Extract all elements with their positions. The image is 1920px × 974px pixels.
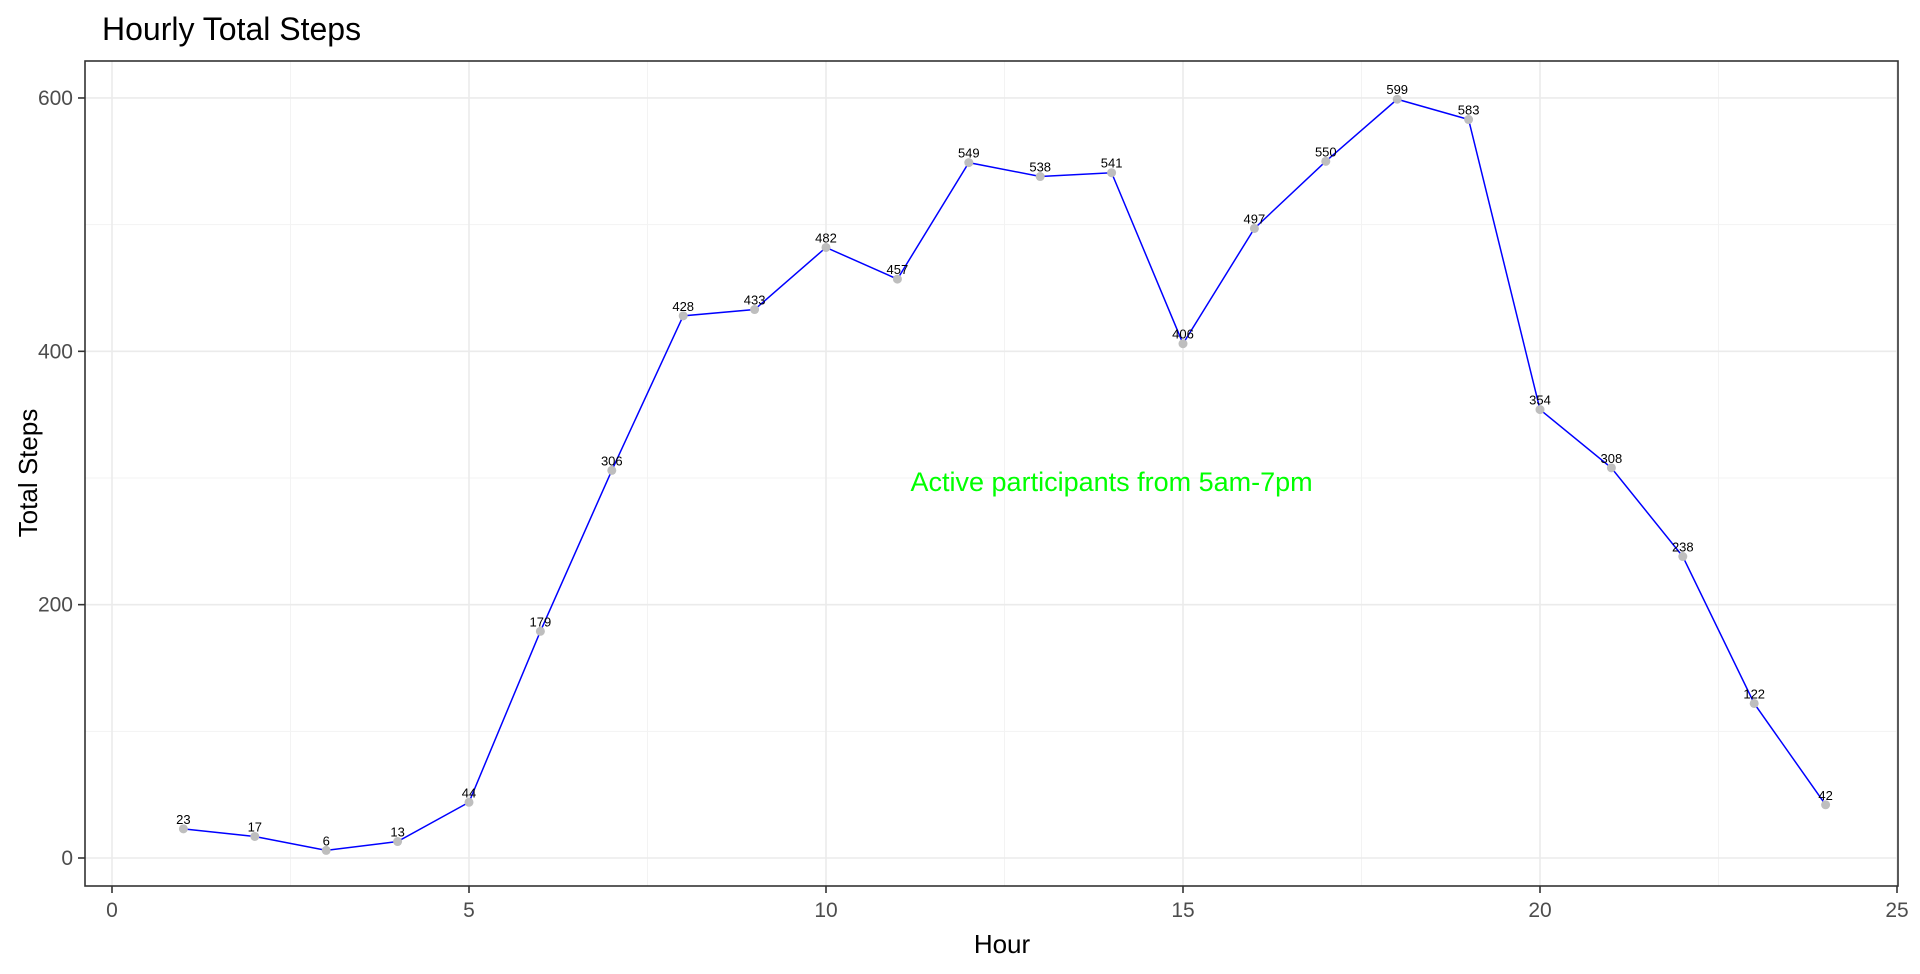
data-point [1321,156,1331,166]
data-label: 308 [1601,451,1623,466]
data-point [1606,463,1616,473]
data-point [250,831,260,841]
data-point [964,158,974,168]
series-line [183,98,1827,852]
data-point [1035,172,1045,182]
data-label: 13 [390,825,404,840]
chart-title: Hourly Total Steps [102,11,361,47]
data-point [1678,552,1688,562]
data-label: 550 [1315,144,1337,159]
y-tick-label: 600 [38,87,73,110]
data-point [1821,800,1831,810]
data-point [1392,94,1402,104]
x-tick-label: 15 [1171,899,1194,922]
data-point [1107,168,1117,178]
data-label: 122 [1743,686,1765,701]
data-labels: 23 17 6 13 44 179 306 428 433 482 457 549 538 541 406 4… [176,82,1833,848]
x-tick-label: 10 [814,899,837,922]
data-label: 482 [815,230,837,245]
data-label: 6 [323,833,330,848]
data-point [321,845,331,855]
data-label: 538 [1029,160,1051,175]
x-tick-label: 20 [1528,899,1551,922]
axis-ticks: 0 5 10 15 20 25 0 200 400 600 [38,87,1909,922]
data-label: 238 [1672,540,1694,555]
data-point [464,797,474,807]
data-point [1535,405,1545,415]
data-label: 549 [958,146,980,161]
grid-lines [85,61,1898,886]
data-label: 179 [530,614,552,629]
data-label: 354 [1529,393,1551,408]
y-tick-label: 0 [61,847,73,870]
plot-panel-border [84,60,1899,887]
data-label: 406 [1172,327,1194,342]
x-axis-title: Hour [974,929,1031,959]
data-point [178,824,188,834]
data-label: 306 [601,453,623,468]
chart-annotation: Active participants from 5am-7pm [911,467,1313,497]
data-point [1464,115,1474,125]
data-point [1249,223,1259,233]
data-label: 433 [744,293,766,308]
data-point [607,465,617,475]
data-point [821,242,831,252]
data-point [678,311,688,321]
y-tick-label: 200 [38,594,73,617]
x-tick-label: 25 [1885,899,1908,922]
data-point [892,274,902,284]
data-point [393,837,403,847]
y-tick-label: 400 [38,340,73,363]
data-point [1178,339,1188,349]
data-point [1749,698,1759,708]
data-label: 599 [1386,82,1408,97]
data-label: 457 [887,262,909,277]
data-label: 44 [462,785,476,800]
data-label: 428 [672,299,694,314]
data-label: 497 [1244,211,1266,226]
y-axis-title: Total Steps [13,409,43,538]
x-tick-label: 0 [106,899,118,922]
data-label: 42 [1818,788,1832,803]
data-label: 17 [248,819,262,834]
data-point [750,305,760,315]
data-point [535,626,545,636]
data-label: 583 [1458,103,1480,118]
data-label: 23 [176,812,190,827]
data-label: 541 [1101,156,1123,171]
x-tick-label: 5 [463,899,475,922]
data-series [178,94,1831,855]
